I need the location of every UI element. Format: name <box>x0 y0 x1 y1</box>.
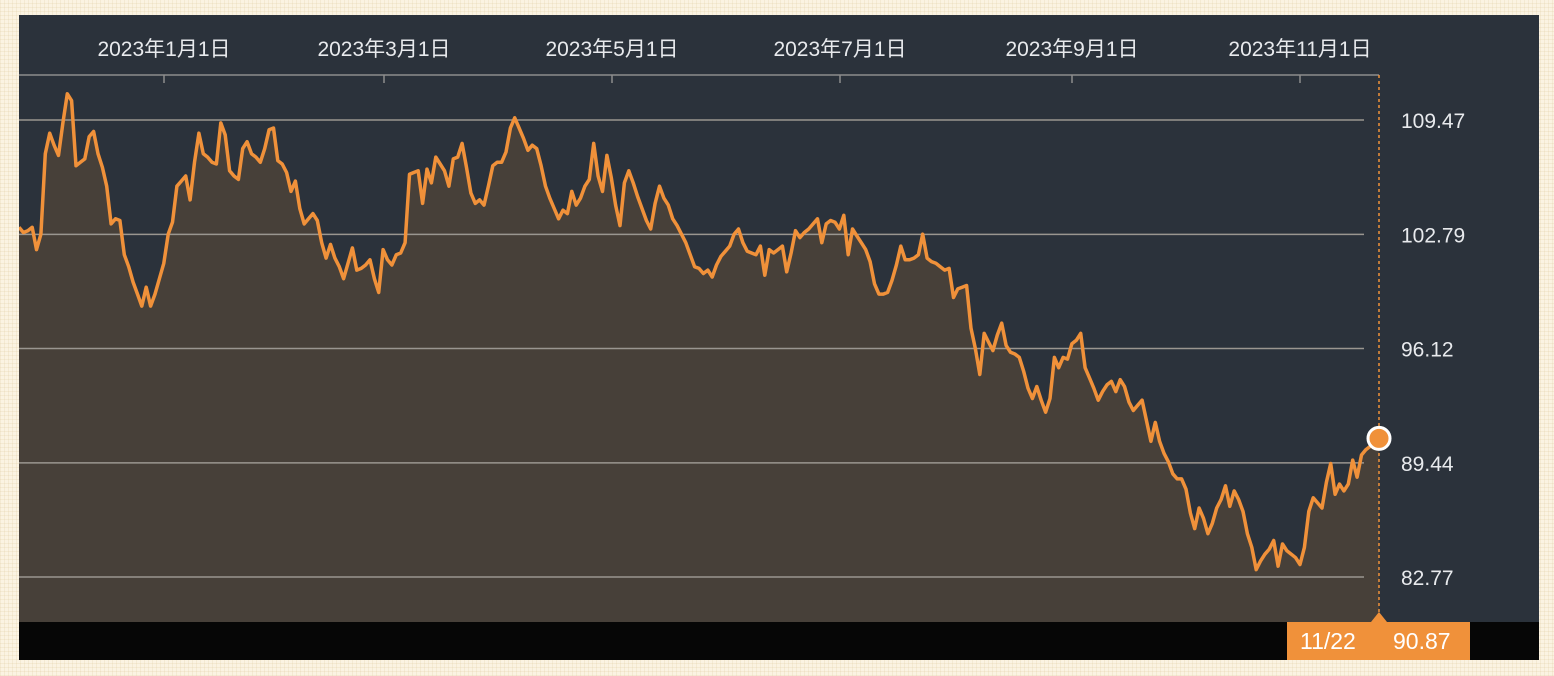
y-tick-label: 89.44 <box>1401 453 1454 476</box>
badge-pointer <box>1371 612 1387 622</box>
series-area <box>19 93 1379 623</box>
bottom-bar: 11/22 90.87 <box>19 612 1539 660</box>
chart-canvas: 2023年1月1日 2023年3月1日 2023年5月1日 2023年7月1日 … <box>19 38 1539 660</box>
series-line <box>19 92 1381 572</box>
value-badge <box>1287 622 1470 660</box>
y-axis: 109.47 102.79 96.12 89.44 82.77 <box>1401 110 1465 590</box>
y-tick-label: 96.12 <box>1401 339 1454 362</box>
x-tick-label: 2023年9月1日 <box>1005 38 1138 61</box>
x-tick-label: 2023年3月1日 <box>317 38 450 61</box>
area-layer <box>19 93 1379 623</box>
y-tick-label: 82.77 <box>1401 567 1454 590</box>
badge-value: 90.87 <box>1393 628 1451 654</box>
x-tick-label: 2023年5月1日 <box>545 38 678 61</box>
y-tick-label: 109.47 <box>1401 110 1465 133</box>
badge-date: 11/22 <box>1300 628 1356 654</box>
bottom-bar-background <box>19 622 1539 660</box>
price-chart: 2023年1月1日 2023年3月1日 2023年5月1日 2023年7月1日 … <box>19 15 1539 660</box>
x-axis: 2023年1月1日 2023年3月1日 2023年5月1日 2023年7月1日 … <box>19 38 1379 83</box>
x-tick-label: 2023年7月1日 <box>773 38 906 61</box>
last-point-marker <box>1366 425 1392 451</box>
x-tick-label: 2023年1月1日 <box>97 38 230 61</box>
gridlines <box>19 119 1364 578</box>
series-line-layer <box>19 92 1381 572</box>
x-tick-label: 2023年11月1日 <box>1228 38 1371 61</box>
y-tick-label: 102.79 <box>1401 224 1465 247</box>
